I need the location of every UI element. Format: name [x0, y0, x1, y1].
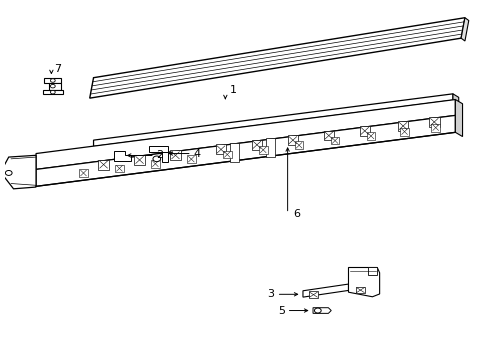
Text: 2: 2 — [156, 150, 163, 161]
Text: 6: 6 — [293, 208, 300, 219]
Circle shape — [314, 308, 321, 313]
Polygon shape — [223, 150, 231, 158]
Circle shape — [50, 90, 55, 94]
Polygon shape — [79, 169, 88, 177]
Polygon shape — [312, 308, 330, 313]
Polygon shape — [428, 117, 439, 127]
Polygon shape — [460, 18, 468, 41]
Polygon shape — [399, 128, 408, 136]
Polygon shape — [215, 144, 226, 154]
Polygon shape — [355, 287, 365, 293]
Polygon shape — [162, 152, 167, 162]
Polygon shape — [348, 267, 379, 297]
Polygon shape — [265, 138, 274, 157]
Polygon shape — [303, 284, 348, 297]
Polygon shape — [89, 18, 464, 98]
Polygon shape — [151, 160, 160, 168]
Polygon shape — [115, 165, 123, 172]
Text: 5: 5 — [278, 306, 285, 315]
Polygon shape — [148, 147, 167, 152]
Polygon shape — [134, 155, 144, 165]
Polygon shape — [430, 124, 439, 131]
Polygon shape — [287, 135, 298, 145]
Text: 1: 1 — [230, 85, 237, 95]
Polygon shape — [36, 99, 454, 170]
Polygon shape — [44, 78, 61, 83]
Text: 3: 3 — [266, 289, 274, 299]
Polygon shape — [330, 137, 339, 144]
Polygon shape — [367, 267, 376, 275]
Polygon shape — [251, 140, 262, 150]
Polygon shape — [294, 141, 303, 149]
Polygon shape — [186, 155, 195, 163]
Polygon shape — [4, 155, 36, 189]
Polygon shape — [452, 94, 458, 104]
Circle shape — [50, 84, 55, 88]
Polygon shape — [323, 131, 333, 140]
Polygon shape — [49, 83, 61, 90]
Circle shape — [5, 171, 12, 175]
Polygon shape — [366, 132, 375, 140]
Polygon shape — [43, 90, 63, 94]
Polygon shape — [397, 121, 407, 131]
Circle shape — [153, 156, 160, 162]
Polygon shape — [114, 150, 131, 161]
Polygon shape — [93, 94, 452, 147]
Text: 7: 7 — [54, 63, 61, 73]
Polygon shape — [258, 146, 267, 154]
Polygon shape — [98, 159, 109, 170]
Polygon shape — [454, 99, 462, 136]
Polygon shape — [359, 126, 369, 136]
Polygon shape — [170, 150, 181, 160]
Circle shape — [50, 79, 55, 82]
Polygon shape — [308, 292, 318, 298]
Polygon shape — [36, 116, 454, 186]
Text: 4: 4 — [193, 149, 200, 158]
Polygon shape — [230, 143, 238, 162]
